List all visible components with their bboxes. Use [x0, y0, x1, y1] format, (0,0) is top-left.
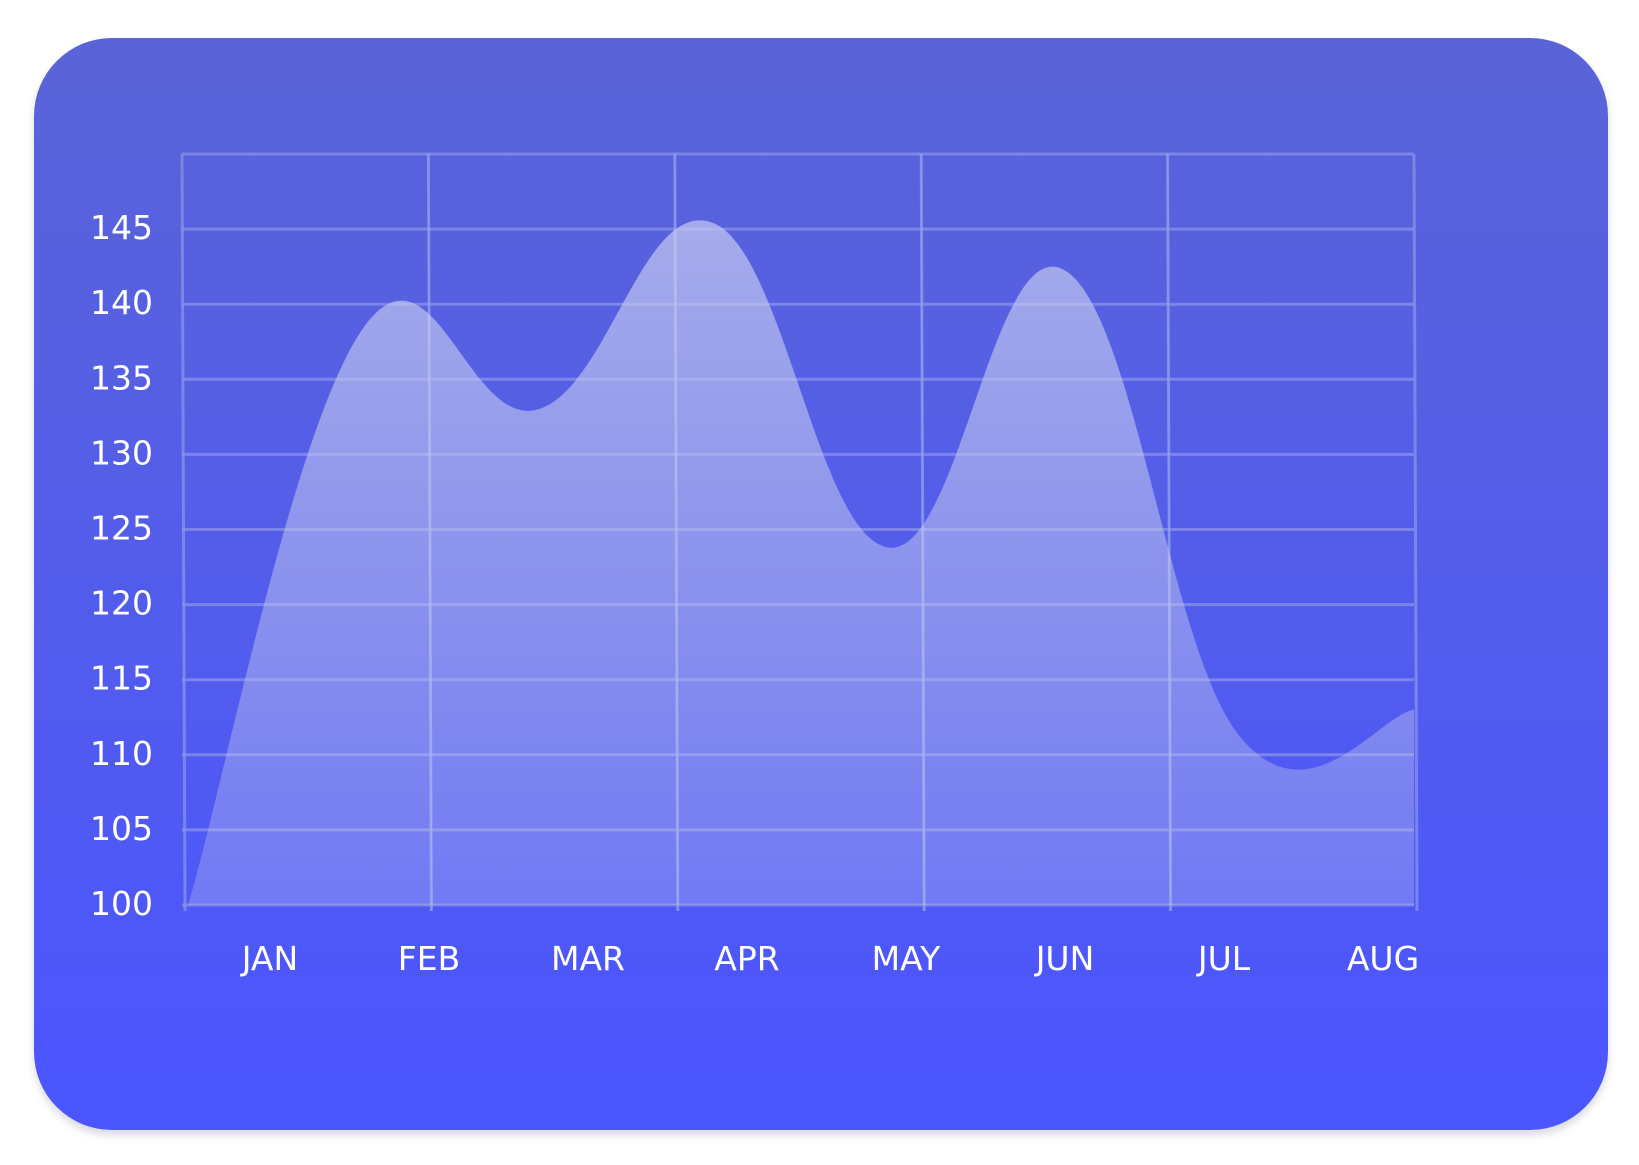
grid-overlay	[427, 153, 1172, 912]
area-fill	[188, 220, 1414, 906]
grid-overlay-line	[427, 153, 433, 912]
y-tick-label: 100	[90, 884, 153, 923]
grid-overlay-line	[920, 153, 926, 912]
x-tick-label: JAN	[240, 939, 298, 978]
y-tick-label: 120	[90, 584, 153, 623]
x-tick-label: APR	[714, 939, 779, 978]
y-tick-label: 145	[90, 208, 153, 247]
x-tick-label: MAY	[872, 939, 941, 978]
y-tick-label: 130	[90, 433, 153, 472]
y-tick-label: 110	[90, 734, 153, 773]
grid-overlay-line	[1166, 153, 1172, 912]
area-series	[188, 220, 1414, 906]
y-tick-label: 135	[90, 358, 153, 397]
y-tick-label: 105	[90, 809, 153, 848]
x-tick-label: JUL	[1196, 939, 1251, 978]
chart-card: 100 105 110 115 120 125 130 135 140 145 JAN FEB MAR…	[34, 38, 1608, 1130]
y-axis: 100 105 110 115 120 125 130 135 140 145	[90, 208, 153, 923]
grid-line-v	[180, 153, 187, 912]
x-tick-label: MAR	[551, 939, 625, 978]
y-tick-label: 125	[90, 509, 153, 548]
x-axis: JAN FEB MAR APR MAY JUN JUL AUG	[240, 939, 1419, 978]
x-tick-label: FEB	[398, 939, 460, 978]
area-chart: 100 105 110 115 120 125 130 135 140 145 JAN FEB MAR…	[34, 38, 1608, 1130]
x-tick-label: JUN	[1034, 939, 1095, 978]
grid-line-v	[1412, 153, 1419, 912]
x-tick-label: AUG	[1347, 939, 1419, 978]
y-tick-label: 140	[90, 283, 153, 322]
y-tick-label: 115	[90, 659, 153, 698]
grid-overlay-line	[673, 153, 679, 912]
